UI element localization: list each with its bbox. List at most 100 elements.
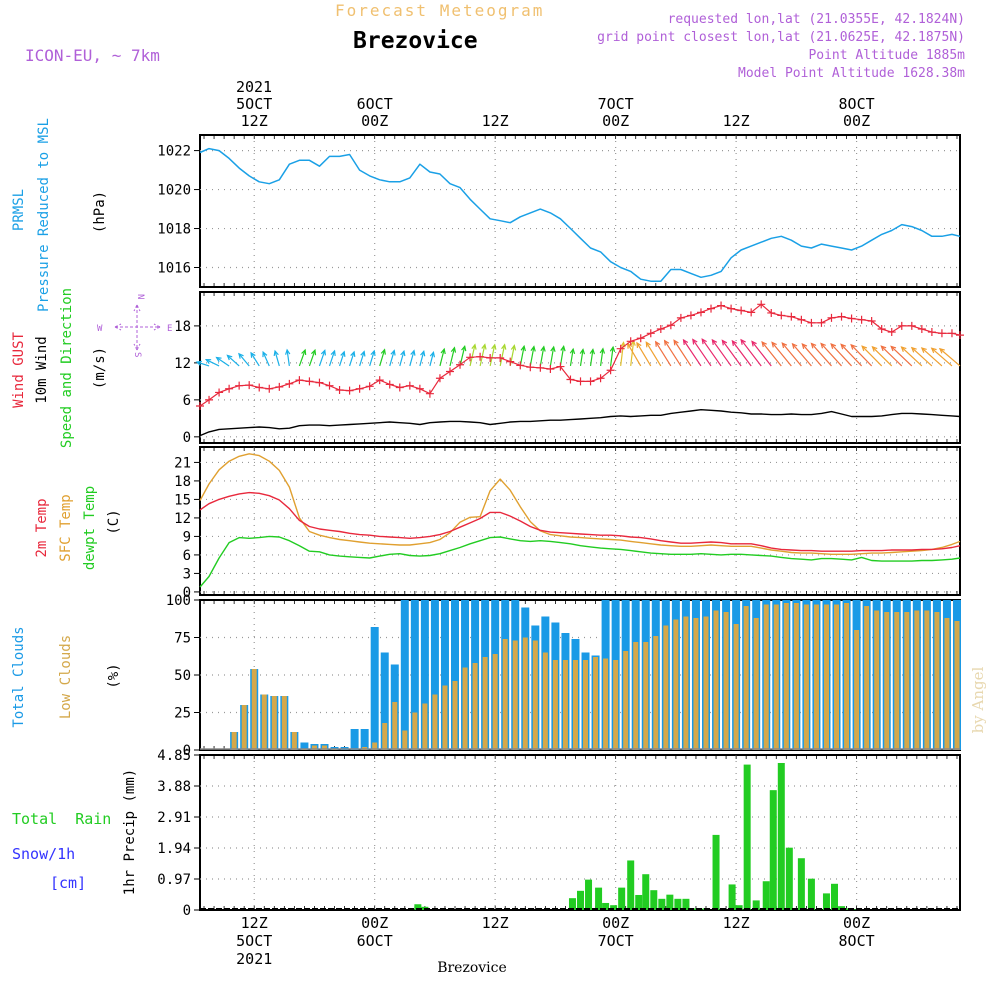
wind-direction-arrowhead [215,356,222,363]
wind-gust-marker [797,315,806,324]
wind-gust-marker [887,328,896,337]
low-cloud-bar [442,685,448,750]
wind-gust-marker [315,378,324,387]
low-cloud-bar [452,681,458,750]
wind-direction-arrow [409,350,415,367]
wind-direction-arrowhead [569,347,576,355]
dewpt-temp-line [199,535,961,588]
low-cloud-bar [542,652,548,750]
wind-direction-arrow [781,342,802,367]
rain-bar [692,908,700,910]
low-cloud-bar [422,703,428,750]
wind-direction-arrow [636,342,652,367]
wind-direction-arrow [599,348,604,367]
rain-bar [568,898,576,910]
low-cloud-bar [462,667,468,750]
wind-speed-direction-label: Speed and Direction [59,288,75,448]
wind-gust-marker [496,353,505,362]
wind-gust-marker [817,318,826,327]
wind-direction-arrowhead [360,350,366,357]
top-time-label: 00Z [843,112,870,130]
wind-direction-arrow [771,342,792,367]
wind-gust-marker [435,374,444,383]
wind-gust-marker [606,366,615,375]
wind-direction-arrow [751,341,772,367]
wind-gust-marker [305,377,314,386]
low-cloud-bar [753,618,759,750]
wind-direction-arrow [519,346,525,367]
wind-direction-arrowhead [599,347,606,354]
wind-direction-arrow [459,346,466,367]
low-cloud-bar [412,712,418,750]
low-cloud-bar [382,723,388,750]
total-cloud-bar [440,600,449,750]
wind-gust-marker [285,379,294,388]
wind-direction-arrow [196,361,210,367]
total-cloud-bar [400,600,409,750]
wind-direction-arrowhead [429,350,436,358]
wind-direction-arrowhead [390,349,396,356]
wind-direction-arrow [630,340,635,367]
clouds-ytick-label: 0 [183,743,191,759]
low-cloud-bar [874,610,880,750]
wind-direction-arrowhead [238,352,244,359]
precip-labels: Total Rain Snow/1h [cm] 1hr Precip (mm) [12,769,138,895]
wind-gust-marker [576,377,585,386]
low-cloud-bar [743,606,749,750]
clouds-ytick-label: 50 [174,668,191,684]
rain-bar [807,878,815,910]
temp-2m-line [199,491,961,552]
low-cloud-bar [603,658,609,750]
wind-gust-marker [375,376,384,385]
low-cloud-bar [311,745,317,750]
panel-pressure: 1016 1018 1020 1022 [157,134,961,288]
wind-direction-arrowhead [861,345,868,352]
wind-gust-marker [215,388,224,397]
total-rain-label: Total Rain [12,810,111,828]
low-cloud-bar [613,660,619,750]
wind-direction-arrowhead [781,342,788,349]
bottom-time-label: 7OCT [598,932,634,950]
low-cloud-bar [572,660,578,750]
wind-gust-marker [395,383,404,392]
rain-bar [682,898,690,910]
wind-direction-arrow [861,345,883,367]
low-cloud-bar [713,610,719,750]
dewpt-temp-label: dewpt Temp [82,486,98,570]
low-cloud-bar [894,612,900,750]
wind-gust-marker [857,315,866,324]
temp-frame [199,446,961,596]
pressure-ytick-label: 1020 [157,183,191,199]
wind-direction-arrowhead [250,351,256,358]
precip-ytick-label: 1.94 [157,841,191,857]
wind-gust-marker [506,357,515,366]
wind-direction-arrowhead [450,346,457,353]
rain-bar [743,764,751,910]
wind-direction-arrow [509,345,515,367]
wind-direction-arrowhead [740,338,746,345]
wind-direction-arrow [439,348,445,367]
low-cloud-bar [673,619,679,750]
wind-direction-arrowhead [262,350,268,358]
precip-ytick-label: 0 [183,903,191,919]
temp-ytick-label: 6 [183,548,191,564]
rain-bar [642,874,650,910]
wind-direction-arrow [683,339,702,367]
rain-bar [650,890,658,910]
precip-frame [199,754,961,911]
panels: 1016 1018 1020 1022 0 6 12 18 0 3 6 9 12 15 18 21 0 25 50 7… [157,134,964,919]
wind-direction-arrowhead [510,344,517,351]
wind-direction-arrow [529,346,535,367]
wind-direction-arrowhead [930,347,937,354]
wind-direction-arrow [338,351,345,367]
wind-gust-marker [205,395,214,404]
wind-gust-marker [466,353,475,362]
wind-gust-marker [245,381,254,390]
wind-direction-arrowhead [195,360,202,366]
wind-direction-arrow [389,350,395,367]
wind-direction-arrow [939,348,961,367]
wind-gust-marker [696,308,705,317]
low-cloud-bar [773,604,779,750]
wind-direction-arrow [298,349,306,367]
top-time-label: 12Z [482,112,509,130]
